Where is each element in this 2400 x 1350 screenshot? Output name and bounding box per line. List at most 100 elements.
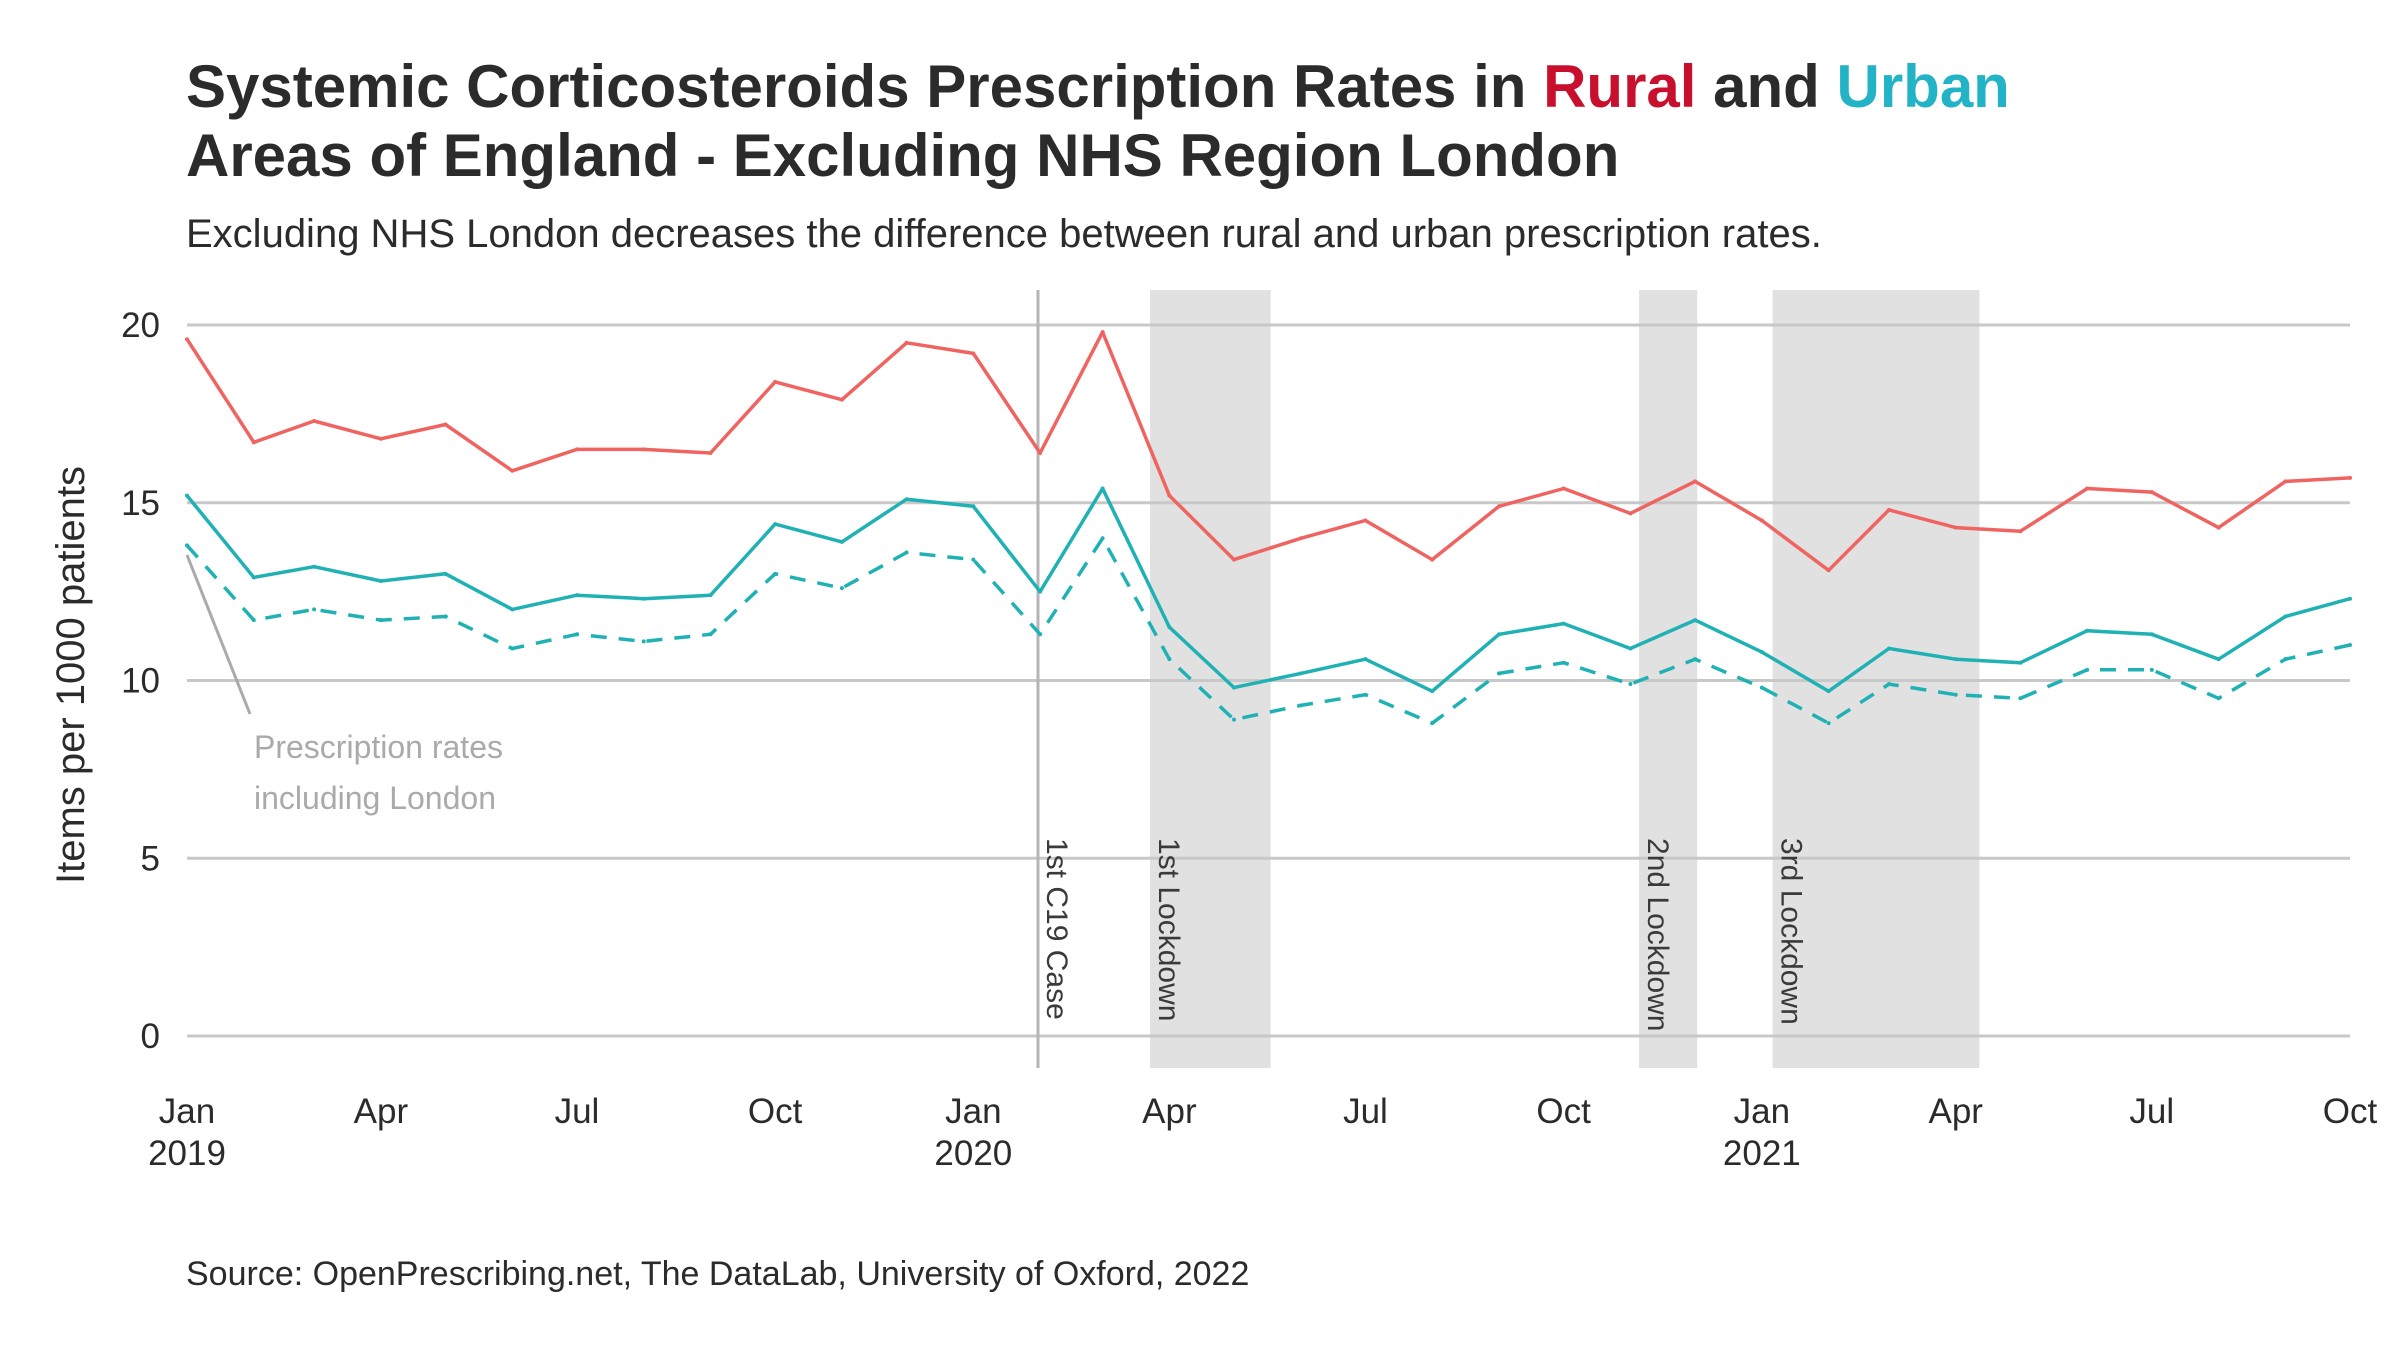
data-point-urban-2019-01	[185, 493, 189, 498]
data-point-rural-2021-05	[2018, 529, 2023, 534]
data-point-urban_including_london-2020-08	[1430, 721, 1435, 726]
data-point-rural-2021-01	[1759, 518, 1764, 523]
data-point-rural-2020-03	[1100, 330, 1105, 335]
title-part2: Areas of England - Excluding NHS Region …	[186, 122, 1620, 189]
data-point-urban_including_london-2020-03	[1100, 536, 1105, 541]
data-point-rural-2021-07	[2149, 490, 2154, 495]
x-tick-label-2020-07: Jul	[1343, 1092, 1388, 1131]
data-point-rural-2019-06	[510, 468, 515, 473]
data-point-urban_including_london-2019-07	[574, 632, 579, 637]
x-tick-label-2020-01: Jan	[945, 1092, 1001, 1131]
y-axis-ticks: 0 5 10 15 20	[121, 306, 160, 1056]
data-point-urban_including_london-2020-12	[1693, 657, 1698, 662]
chart-title: Systemic Corticosteroids Prescription Ra…	[186, 52, 2386, 190]
data-point-urban-2019-09	[708, 593, 713, 598]
data-point-urban_including_london-2020-02	[1038, 632, 1043, 637]
data-point-rural-2021-02	[1826, 568, 1831, 573]
data-point-urban-2020-01	[971, 504, 976, 509]
data-point-urban_including_london-2020-06	[1298, 703, 1303, 708]
data-point-urban_including_london-2019-01	[185, 543, 189, 548]
data-point-urban_including_london-2021-08	[2216, 696, 2221, 701]
data-point-urban-2019-03	[312, 564, 317, 569]
title-part1: Systemic Corticosteroids Prescription Ra…	[186, 53, 1544, 120]
data-point-rural-2019-07	[574, 447, 579, 452]
data-point-rural-2019-08	[641, 447, 646, 452]
y-tick-label-10: 10	[121, 662, 160, 701]
data-point-rural-2020-08	[1430, 557, 1435, 562]
data-point-urban-2021-07	[2149, 632, 2154, 637]
data-point-rural-2020-04	[1167, 493, 1172, 498]
data-point-urban-2021-10	[2348, 596, 2352, 601]
data-point-urban-2019-02	[251, 575, 256, 580]
event-label-2: 1st Lockdown	[1152, 838, 1185, 1021]
title-urban: Urban	[1836, 53, 2010, 120]
data-point-rural-2020-02	[1038, 450, 1043, 455]
x-tick-label-2021-07: Jul	[2129, 1092, 2174, 1131]
data-point-urban-2020-05	[1232, 685, 1237, 690]
data-point-rural-2019-02	[251, 440, 256, 445]
series-lines	[185, 330, 2352, 726]
event-label-1: 1st C19 Case	[1040, 838, 1073, 1020]
data-point-rural-2020-10	[1561, 486, 1566, 491]
data-point-rural-2020-05	[1232, 557, 1237, 562]
data-point-urban-2021-06	[2085, 628, 2090, 633]
x-tick-label-2019-01: Jan	[159, 1092, 215, 1131]
data-point-urban-2019-08	[641, 596, 646, 601]
x-tick-label-2021-10: Oct	[2323, 1092, 2378, 1131]
data-point-urban_including_london-2019-04	[378, 618, 383, 623]
data-point-urban-2020-10	[1561, 621, 1566, 626]
data-point-urban_including_london-2021-06	[2085, 667, 2090, 672]
event-labels: 1st C19 Case 1st Lockdown 2nd Lockdown 3rd …	[1040, 838, 1808, 1031]
data-point-urban_including_london-2020-07	[1363, 692, 1368, 697]
x-tick-year-2021: 2021	[1723, 1134, 1801, 1173]
data-point-urban-2020-11	[1628, 646, 1633, 651]
data-point-rural-2019-10	[773, 379, 778, 384]
data-point-rural-2021-04	[1953, 525, 1958, 530]
data-point-urban_including_london-2020-11	[1628, 682, 1633, 687]
data-point-urban_including_london-2019-12	[904, 550, 909, 555]
data-point-urban_including_london-2021-05	[2018, 696, 2023, 701]
x-tick-label-2020-04: Apr	[1142, 1092, 1197, 1131]
data-point-urban_including_london-2021-01	[1759, 685, 1764, 690]
data-point-urban_including_london-2019-05	[443, 614, 448, 619]
data-point-urban-2020-06	[1298, 671, 1303, 676]
y-tick-label-15: 15	[121, 484, 160, 523]
annotation-line-1: Prescription rates	[254, 729, 503, 765]
data-point-urban_including_london-2020-09	[1497, 671, 1502, 676]
series-line-urban	[185, 486, 2351, 693]
x-tick-label-2021-01: Jan	[1734, 1092, 1790, 1131]
data-point-urban_including_london-2021-07	[2149, 667, 2154, 672]
data-point-urban-2020-09	[1497, 632, 1502, 637]
data-point-urban-2019-06	[510, 607, 515, 612]
data-point-rural-2019-04	[378, 436, 383, 441]
y-tick-label-5: 5	[141, 839, 160, 878]
data-point-urban-2021-09	[2283, 614, 2288, 619]
event-label-3: 2nd Lockdown	[1641, 838, 1674, 1031]
data-point-urban_including_london-2019-10	[773, 571, 778, 576]
data-point-urban_including_london-2019-06	[510, 646, 515, 651]
data-point-rural-2019-01	[185, 337, 189, 342]
data-point-urban-2021-01	[1759, 650, 1764, 655]
data-point-urban_including_london-2019-09	[708, 632, 713, 637]
data-point-urban-2021-05	[2018, 660, 2023, 665]
x-tick-year-2020: 2020	[934, 1134, 1012, 1173]
data-point-rural-2019-11	[839, 397, 844, 402]
data-point-urban-2019-07	[574, 593, 579, 598]
data-point-urban-2020-12	[1693, 618, 1698, 623]
data-point-urban_including_london-2019-03	[312, 607, 317, 612]
data-point-rural-2021-06	[2085, 486, 2090, 491]
chart-subtitle: Excluding NHS London decreases the diffe…	[186, 212, 1822, 256]
data-point-urban-2021-03	[1886, 646, 1891, 651]
data-point-urban_including_london-2020-10	[1561, 660, 1566, 665]
y-tick-label-0: 0	[141, 1017, 160, 1056]
data-point-rural-2019-05	[443, 422, 448, 427]
data-point-urban-2019-04	[378, 578, 383, 583]
data-point-rural-2019-12	[904, 340, 909, 345]
title-rural: Rural	[1543, 53, 1697, 120]
data-point-urban_including_london-2019-08	[641, 639, 646, 644]
x-tick-year-2019: 2019	[148, 1134, 226, 1173]
data-point-urban-2021-04	[1953, 657, 1958, 662]
series-line-rural	[185, 330, 2351, 573]
